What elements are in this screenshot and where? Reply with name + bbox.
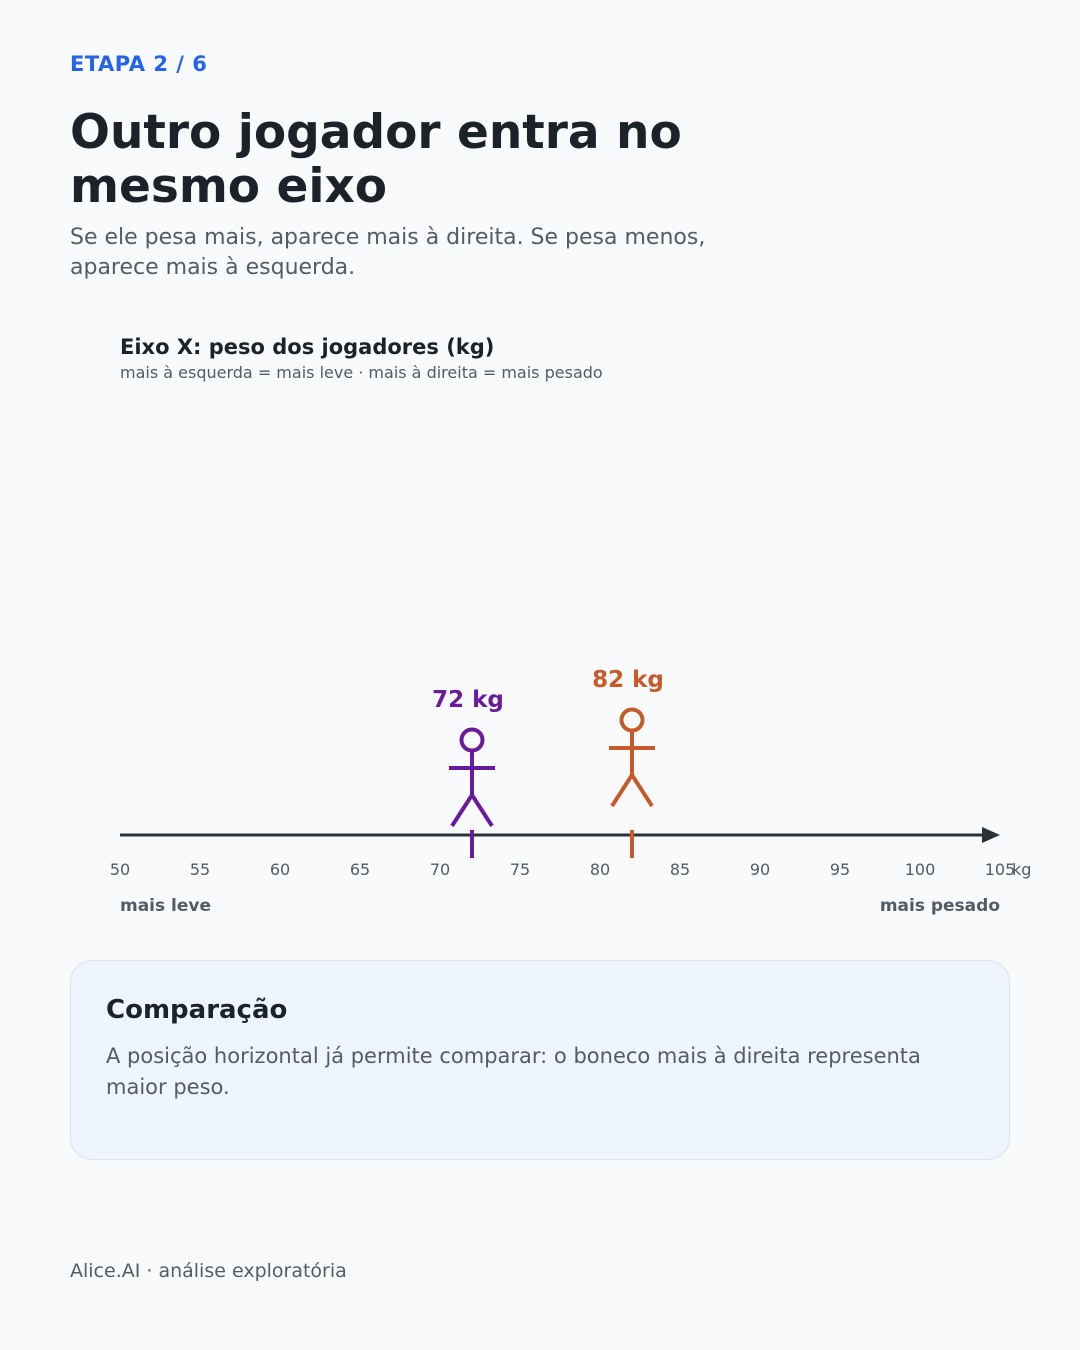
x-axis-left-label: mais leve xyxy=(120,896,211,916)
card-text: A posição horizontal já permite comparar… xyxy=(106,1044,921,1099)
chart-title: Eixo X: peso dos jogadores (kg) xyxy=(120,335,495,359)
chart-subtitle: mais à esquerda = mais leve · mais à dir… xyxy=(120,363,603,382)
x-tick-label: 80 xyxy=(590,860,610,879)
figure-leg-right xyxy=(470,793,494,828)
player-marker: 82 kg xyxy=(592,667,664,858)
x-tick-label: 50 xyxy=(110,860,130,879)
card-title: Comparação xyxy=(106,995,288,1025)
player-markers: 72 kg 82 kg xyxy=(432,667,664,858)
figure-leg-right xyxy=(630,773,654,808)
x-axis-arrow xyxy=(982,827,1000,843)
x-axis-right-label: mais pesado xyxy=(880,896,1000,916)
x-tick-label: 95 xyxy=(830,860,850,879)
x-tick-label: 60 xyxy=(270,860,290,879)
x-tick-label: 65 xyxy=(350,860,370,879)
x-tick-label: 100 xyxy=(905,860,936,879)
page-title: Outro jogador entra no mesmo eixo xyxy=(70,105,682,214)
figure-head xyxy=(459,727,485,753)
x-tick-label: 70 xyxy=(430,860,450,879)
x-tick-label: 105 xyxy=(985,860,1016,879)
figure-leg-left xyxy=(610,773,634,808)
figure-head xyxy=(619,707,645,733)
weight-label: 82 kg xyxy=(592,667,664,693)
x-axis-unit: kg xyxy=(1012,860,1031,879)
figure-leg-left xyxy=(450,793,474,828)
x-tick-label: 75 xyxy=(510,860,530,879)
x-axis-ticks: 50 55 60 65 70 75 80 85 90 95 100 105 xyxy=(110,860,1015,879)
weight-axis-chart: 50 55 60 65 70 75 80 85 90 95 100 105 kg mais leve … xyxy=(110,667,1032,916)
footer-credit: Alice.AI · análise exploratória xyxy=(70,1260,347,1282)
player-marker: 72 kg xyxy=(432,687,504,858)
x-tick-label: 55 xyxy=(190,860,210,879)
step-indicator: ETAPA 2 / 6 xyxy=(70,52,208,76)
comparison-card: Comparação A posição horizontal já permi… xyxy=(70,960,1010,1160)
x-tick-label: 90 xyxy=(750,860,770,879)
weight-label: 72 kg xyxy=(432,687,504,713)
x-tick-label: 85 xyxy=(670,860,690,879)
page-subtitle: Se ele pesa mais, aparece mais à direita… xyxy=(70,225,706,280)
